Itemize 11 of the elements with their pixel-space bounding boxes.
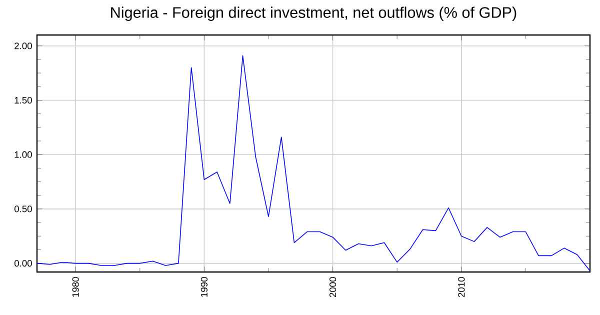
x-tick-label: 2000 <box>330 277 336 298</box>
x-tick-label: 1990 <box>200 277 208 297</box>
y-tick-label: 1.50 <box>14 96 32 104</box>
y-tick-label: 2.00 <box>14 42 32 50</box>
y-tick-label: 1.00 <box>14 151 32 158</box>
line-series <box>37 55 590 272</box>
y-tick-label: 0.00 <box>14 260 32 267</box>
y-tick-label: 0.50 <box>14 206 32 212</box>
chart-title: Nigeria - Foreign direct investment, net outflows (% of GDP) <box>111 6 516 21</box>
x-tick-label: 1980 <box>72 277 79 297</box>
x-tick-label: 2010 <box>458 277 465 298</box>
